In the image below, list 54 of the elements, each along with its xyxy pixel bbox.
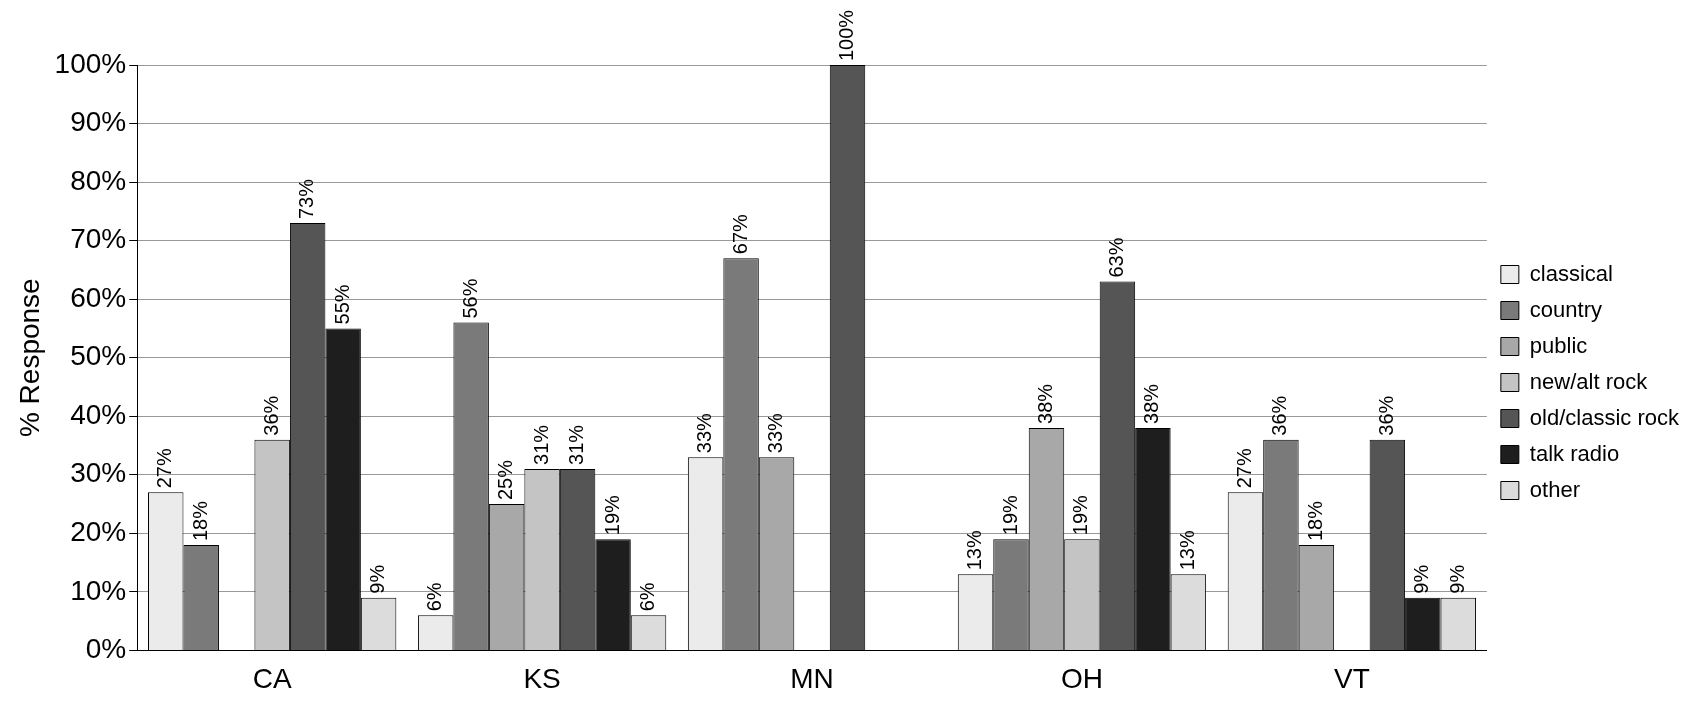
legend-label: new/alt rock xyxy=(1529,368,1649,394)
x-tick-label: KS xyxy=(523,662,561,694)
data-label: 63% xyxy=(1104,237,1127,278)
y-tick-label: 40% xyxy=(70,398,127,430)
data-label: 31% xyxy=(529,424,552,465)
data-label: 18% xyxy=(1303,500,1326,542)
x-tick-label: VT xyxy=(1333,662,1370,694)
y-tick-label: 100% xyxy=(54,47,127,79)
legend-label: old/classic rock xyxy=(1529,404,1680,430)
legend-label: public xyxy=(1529,332,1588,358)
x-tick-label: OH xyxy=(1060,662,1103,694)
y-tick-label: 80% xyxy=(70,164,127,196)
data-label: 27% xyxy=(1232,448,1255,489)
data-label: 100% xyxy=(835,9,858,61)
data-label: 38% xyxy=(1140,383,1163,424)
y-tick-label: 0% xyxy=(85,633,127,665)
data-label: 19% xyxy=(998,494,1021,536)
y-tick-label: 90% xyxy=(70,106,127,138)
data-label: 19% xyxy=(1069,494,1092,536)
data-label: 36% xyxy=(259,395,282,436)
y-tick-label: 50% xyxy=(70,340,127,372)
data-label: 55% xyxy=(330,284,353,325)
y-tick-label: 70% xyxy=(70,223,127,255)
data-label: 13% xyxy=(963,530,986,571)
data-label: 9% xyxy=(366,564,389,594)
data-label: 6% xyxy=(636,582,659,612)
data-label: 31% xyxy=(565,424,588,465)
legend-label: other xyxy=(1529,476,1580,502)
data-label: 13% xyxy=(1175,530,1198,571)
data-label: 9% xyxy=(1445,564,1468,594)
data-label: 36% xyxy=(1268,395,1291,436)
data-label: 18% xyxy=(188,500,211,542)
data-label: 38% xyxy=(1033,383,1056,424)
data-label: 25% xyxy=(494,459,517,501)
y-tick-label: 20% xyxy=(70,516,127,548)
legend-label: country xyxy=(1529,296,1602,322)
data-label: 56% xyxy=(458,278,481,319)
y-tick-label: 30% xyxy=(70,457,127,489)
legend-label: talk radio xyxy=(1529,440,1620,466)
data-label: 6% xyxy=(423,582,446,612)
data-label: 33% xyxy=(693,412,716,454)
data-label: 9% xyxy=(1410,564,1433,594)
y-tick-label: 10% xyxy=(70,574,127,606)
x-tick-label: MN xyxy=(790,662,834,694)
data-label: 27% xyxy=(153,448,176,489)
data-label: 73% xyxy=(295,178,318,220)
x-tick-label: CA xyxy=(252,662,292,694)
data-label: 36% xyxy=(1374,395,1397,436)
y-axis-title: % Response xyxy=(13,278,45,438)
y-tick-label: 60% xyxy=(70,281,127,313)
legend-label: classical xyxy=(1529,260,1613,286)
data-label: 19% xyxy=(600,494,623,536)
data-label: 67% xyxy=(728,213,751,255)
data-label: 33% xyxy=(764,412,787,454)
